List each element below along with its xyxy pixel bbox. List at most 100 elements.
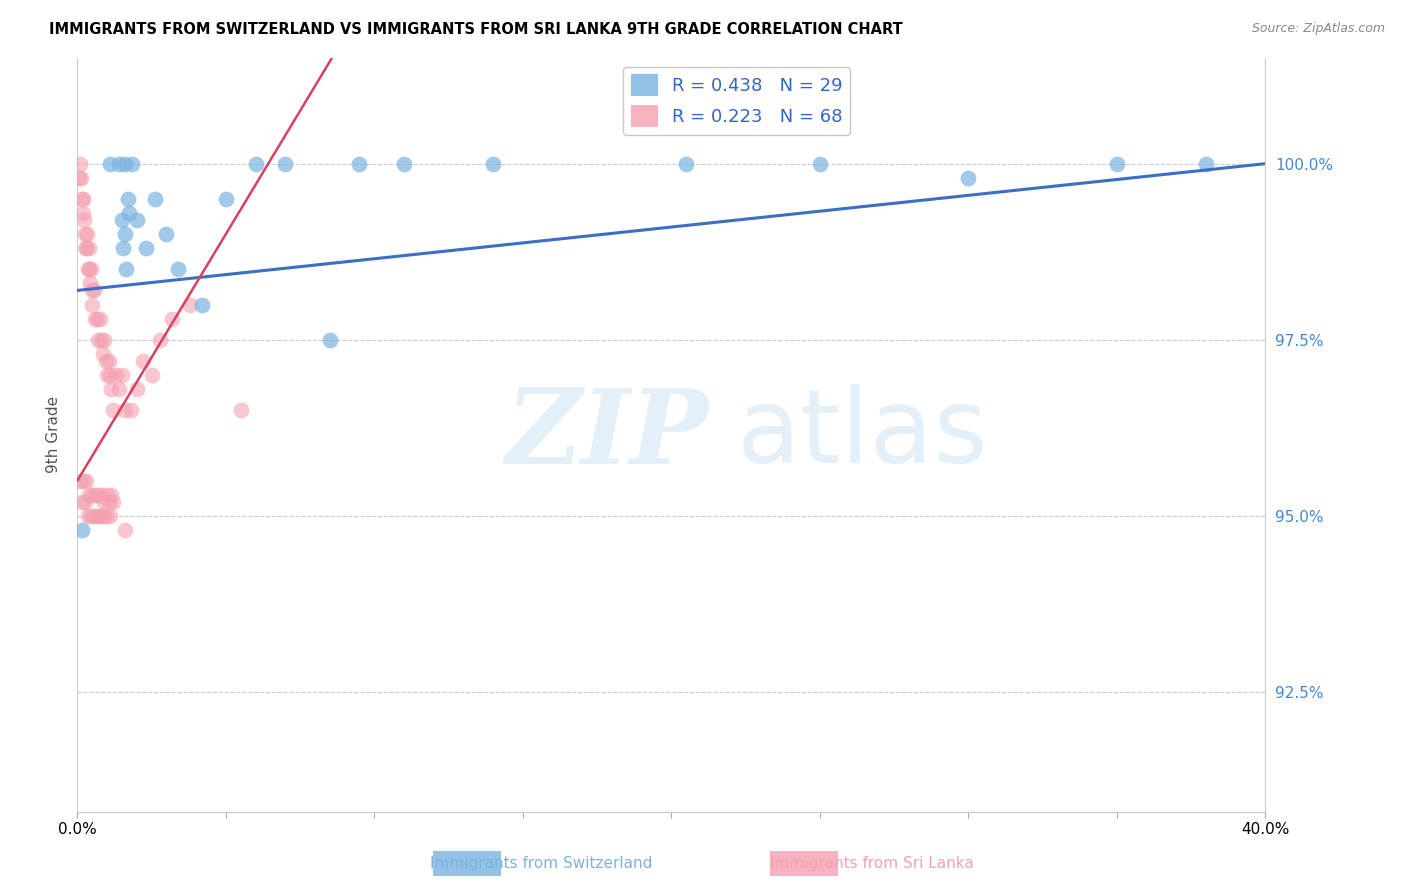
Point [112, 241, 135, 255]
Point [70, 192, 93, 206]
Point [125, 213, 148, 227]
Point [1105, 156, 1128, 170]
Point [72, 206, 94, 220]
Point [90, 488, 112, 502]
Point [97, 495, 120, 509]
Point [89, 311, 111, 326]
Point [83, 508, 105, 523]
Point [392, 156, 415, 170]
Point [114, 227, 136, 241]
Y-axis label: 9th Grade: 9th Grade [45, 396, 60, 474]
Point [108, 156, 131, 170]
Point [135, 241, 157, 255]
Point [94, 354, 117, 368]
Point [1195, 156, 1218, 170]
Point [77, 488, 100, 502]
Point [229, 403, 252, 417]
Point [100, 488, 122, 502]
Point [76, 227, 98, 241]
Point [111, 213, 134, 227]
Point [70, 523, 93, 537]
Point [104, 368, 127, 382]
Text: Immigrants from Switzerland: Immigrants from Switzerland [430, 856, 652, 871]
Point [131, 354, 153, 368]
Point [84, 488, 107, 502]
Point [76, 262, 98, 277]
Point [73, 227, 96, 241]
Point [70, 495, 93, 509]
Point [80, 262, 103, 277]
Point [97, 354, 120, 368]
Point [100, 382, 122, 396]
Point [77, 241, 100, 255]
Point [96, 488, 118, 502]
Point [121, 156, 143, 170]
Point [93, 333, 115, 347]
Point [101, 495, 124, 509]
Point [114, 403, 136, 417]
Point [86, 311, 108, 326]
Point [98, 508, 121, 523]
Text: Source: ZipAtlas.com: Source: ZipAtlas.com [1251, 22, 1385, 36]
Legend: R = 0.438   N = 29, R = 0.223   N = 68: R = 0.438 N = 29, R = 0.223 N = 68 [623, 67, 851, 135]
Point [215, 192, 238, 206]
Point [87, 488, 110, 502]
Point [69, 156, 91, 170]
Point [80, 284, 103, 298]
Point [83, 284, 105, 298]
Text: atlas: atlas [737, 384, 988, 485]
Point [245, 156, 267, 170]
Point [111, 368, 134, 382]
Point [79, 277, 101, 291]
Point [98, 368, 121, 382]
Point [101, 403, 124, 417]
Point [117, 192, 139, 206]
Point [118, 206, 141, 220]
Point [808, 156, 831, 170]
Point [167, 262, 190, 277]
Text: ZIP: ZIP [505, 384, 709, 485]
Point [191, 297, 214, 311]
Point [162, 311, 184, 326]
Point [96, 368, 118, 382]
Point [82, 297, 104, 311]
Point [115, 262, 138, 277]
Point [91, 508, 114, 523]
Point [75, 474, 97, 488]
Point [82, 488, 104, 502]
Point [120, 403, 142, 417]
Point [89, 508, 111, 523]
Point [67, 170, 90, 185]
Point [75, 241, 97, 255]
Point [76, 508, 98, 523]
Point [957, 170, 980, 185]
Point [91, 347, 114, 361]
Point [77, 262, 100, 277]
Point [93, 495, 115, 509]
Point [98, 156, 121, 170]
Point [87, 333, 110, 347]
Point [69, 474, 91, 488]
Point [84, 311, 107, 326]
Point [155, 227, 177, 241]
Point [114, 523, 136, 537]
Point [73, 495, 96, 509]
Point [141, 368, 163, 382]
Point [675, 156, 697, 170]
Point [274, 156, 297, 170]
Point [80, 508, 103, 523]
Text: IMMIGRANTS FROM SWITZERLAND VS IMMIGRANTS FROM SRI LANKA 9TH GRADE CORRELATION C: IMMIGRANTS FROM SWITZERLAND VS IMMIGRANT… [49, 22, 903, 37]
Point [114, 156, 136, 170]
Point [73, 213, 96, 227]
Point [179, 297, 201, 311]
Point [482, 156, 505, 170]
Point [90, 333, 112, 347]
Point [94, 508, 117, 523]
Point [349, 156, 371, 170]
Point [70, 170, 93, 185]
Point [108, 382, 131, 396]
Point [319, 333, 342, 347]
Point [75, 241, 97, 255]
Point [72, 474, 94, 488]
Point [143, 192, 166, 206]
